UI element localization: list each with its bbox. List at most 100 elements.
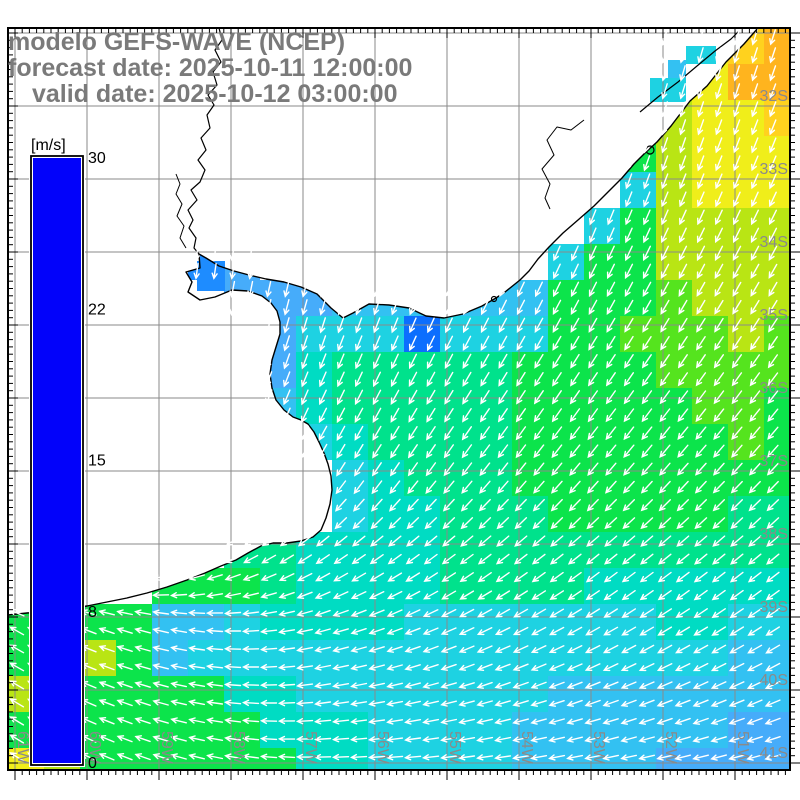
field-cell [188, 712, 224, 748]
extra-water-cell [197, 261, 225, 291]
colorbar-frame [30, 155, 84, 766]
field-cell [512, 388, 548, 424]
field-cell [548, 712, 584, 748]
field-cell [764, 208, 790, 244]
field-cell [764, 244, 790, 280]
field-cell [584, 352, 620, 388]
lon-label: 58W [230, 731, 247, 765]
title-valid-date: valid date: 2025-10-12 03:00:00 [32, 80, 398, 108]
colorbar-tick-label: 22 [88, 301, 106, 318]
field-cell [548, 748, 584, 770]
field-cell [260, 568, 296, 604]
field-cell [224, 640, 260, 676]
lat-label: 39S [760, 599, 788, 616]
field-cell [548, 676, 584, 712]
negro-river [541, 119, 585, 210]
field-cell [764, 136, 790, 172]
colorbar-tick-label: 8 [88, 604, 97, 621]
field-cell [548, 388, 584, 424]
field-cell [512, 676, 548, 712]
field-cell [332, 676, 368, 712]
lat-label: 34S [760, 234, 788, 251]
field-cell [152, 604, 188, 640]
field-cell [296, 604, 332, 640]
field-cell [368, 640, 404, 676]
field-cell [692, 316, 728, 352]
field-cell [620, 352, 656, 388]
field-cell [764, 352, 790, 388]
field-cell [620, 748, 656, 770]
parana-river-branch [175, 173, 187, 249]
colorbar-unit-label: [m/s] [31, 137, 66, 154]
colorbar: [m/s] 30 22 15 8 0 [29, 137, 106, 772]
arrow-glyphs [8, 29, 781, 762]
lon-label: 53W [590, 731, 607, 765]
field-cell [296, 676, 332, 712]
field-cell [332, 604, 368, 640]
field-cell [188, 676, 224, 712]
field-cell [260, 712, 296, 748]
field-cell [224, 568, 260, 604]
field-cell [764, 712, 790, 748]
lat-label: 38S [760, 526, 788, 543]
field-cell [404, 640, 440, 676]
lon-label: 54W [518, 731, 535, 765]
field-cell [440, 424, 476, 460]
field-cell [584, 748, 620, 770]
lon-label: 56W [374, 731, 391, 765]
field-cell [404, 424, 440, 460]
field-cell [260, 676, 296, 712]
field-cell [224, 604, 260, 640]
field-cell [188, 640, 224, 676]
field-cell [764, 28, 790, 64]
wave-direction-arrows [8, 29, 781, 762]
field-cell [692, 712, 728, 748]
field-cell [476, 676, 512, 712]
map-border [7, 27, 791, 771]
lon-label: 55W [446, 731, 463, 765]
field-cell [260, 748, 296, 770]
field-cell [764, 748, 790, 770]
field-cell [332, 712, 368, 748]
field-cell [440, 676, 476, 712]
field-cell [368, 748, 404, 770]
field-cell [296, 748, 332, 770]
field-cell [476, 712, 512, 748]
field-cell [152, 676, 188, 712]
field-cell [440, 748, 476, 770]
field-cell [224, 748, 260, 770]
field-cell [764, 316, 790, 352]
field-cell [548, 352, 584, 388]
title-model-line: modelo GEFS-WAVE (NCEP) [8, 28, 346, 56]
axis-labels: 32S 33S 34S 35S 36S 37S 38S 39S 40S 41S 61W 60W 59W 5… [14, 88, 788, 765]
lon-label: 61W [14, 731, 31, 765]
uruguay-river [187, 27, 223, 255]
field-cell [296, 640, 332, 676]
field-cell [764, 172, 790, 208]
coastline [7, 27, 759, 616]
field-cell [728, 748, 764, 770]
field-cell [188, 748, 224, 770]
field-cell [404, 712, 440, 748]
lon-label: 59W [158, 731, 175, 765]
field-cell [224, 676, 260, 712]
field-cell [152, 748, 188, 770]
lat-label: 41S [760, 745, 788, 762]
field-cell [476, 388, 512, 424]
colorbar-tick-label: 30 [88, 150, 106, 167]
field-cell [116, 604, 152, 640]
field-cell [656, 748, 692, 770]
lat-label: 40S [760, 672, 788, 689]
lon-label: 51W [734, 731, 751, 765]
lon-label: 60W [86, 731, 103, 765]
lagoon-barrier-shore [639, 30, 740, 113]
field-cell [152, 640, 188, 676]
field-cell [764, 64, 790, 100]
lat-label: 37S [760, 453, 788, 470]
field-cell [116, 640, 152, 676]
field-cell [80, 748, 116, 770]
colorbar-tick-label: 0 [88, 755, 97, 772]
field-cell [404, 676, 440, 712]
colorbar-tick-label: 15 [88, 453, 106, 470]
